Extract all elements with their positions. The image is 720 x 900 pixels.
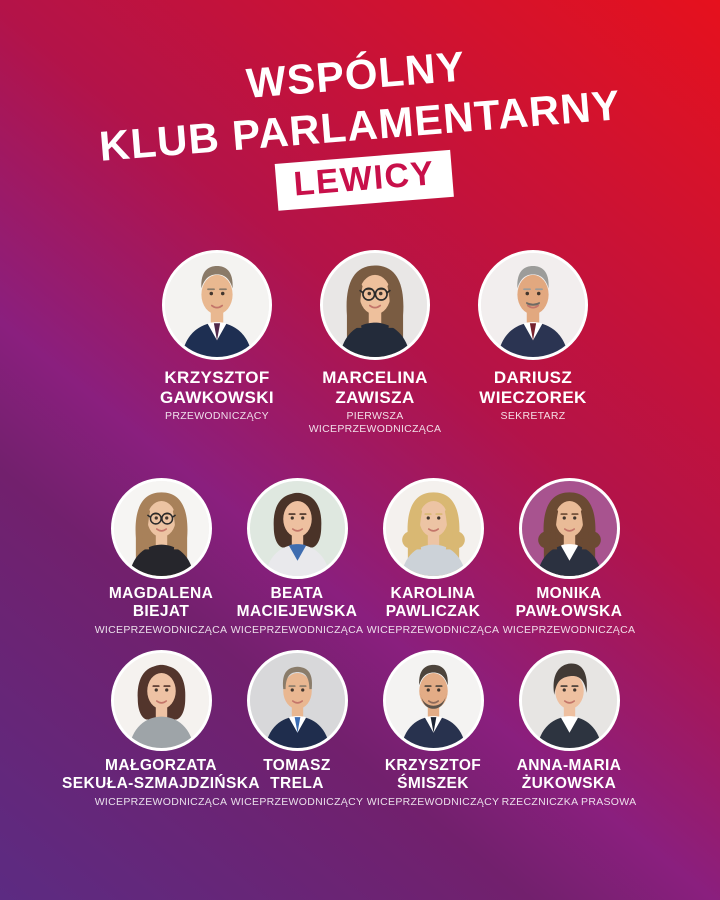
person-name: BEATA MACIEJEWSKA (236, 585, 358, 620)
person-photo (246, 478, 348, 579)
person-role: WICEPRZEWODNICZĄCY (230, 796, 364, 808)
title-block: WSPÓLNY KLUB PARLAMENTARNY LEWICY (0, 21, 720, 232)
person-card-trela: TOMASZ TRELA WICEPRZEWODNICZĄCY (229, 650, 365, 809)
person-name: MONIKA PAWŁOWSKA (515, 585, 623, 620)
person-role: WICEPRZEWODNICZĄCA (366, 624, 500, 636)
person-role: SEKRETARZ (500, 410, 566, 422)
person-photo (246, 650, 348, 751)
person-role: WICEPRZEWODNICZĄCA (502, 624, 636, 636)
person-name: KRZYSZTOF GAWKOWSKI (159, 368, 275, 407)
person-photo (382, 478, 484, 579)
person-name: TOMASZ TRELA (263, 757, 331, 792)
person-photo (478, 250, 588, 360)
person-card-pawlowska: MONIKA PAWŁOWSKA WICEPRZEWODNICZĄCA (501, 478, 637, 637)
person-role: WICEPRZEWODNICZĄCA (94, 624, 228, 636)
person-card-gawkowski: KRZYSZTOF GAWKOWSKI PRZEWODNICZĄCY (138, 250, 296, 436)
person-card-biejat: MAGDALENA BIEJAT WICEPRZEWODNICZĄCA (93, 478, 229, 637)
person-name: ANNA-MARIA ŻUKOWSKA (516, 757, 622, 792)
leadership-row-1: KRZYSZTOF GAWKOWSKI PRZEWODNICZĄCY MARCE… (138, 250, 612, 436)
person-card-zawisza: MARCELINA ZAWISZA PIERWSZA WICEPRZEWODNI… (296, 250, 454, 436)
person-card-pawliczak: KAROLINA PAWLICZAK WICEPRZEWODNICZĄCA (365, 478, 501, 637)
person-name: KAROLINA PAWLICZAK (385, 585, 481, 620)
person-role: WICEPRZEWODNICZĄCA (94, 796, 228, 808)
person-photo (382, 650, 484, 751)
person-photo (320, 250, 430, 360)
person-role: RZECZNICZKA PRASOWA (501, 796, 637, 808)
person-card-sekula-szmajdzinska: MAŁGORZATA SEKUŁA-SZMAJDZIŃSKA WICEPRZEW… (62, 650, 260, 809)
person-name: KRZYSZTOF ŚMISZEK (384, 757, 482, 792)
person-role: PRZEWODNICZĄCY (165, 410, 269, 422)
person-photo (110, 478, 212, 579)
person-name: MAŁGORZATA SEKUŁA-SZMAJDZIŃSKA (62, 757, 260, 792)
leadership-row-3: MAŁGORZATA SEKUŁA-SZMAJDZIŃSKA WICEPRZEW… (62, 650, 637, 809)
person-card-maciejewska: BEATA MACIEJEWSKA WICEPRZEWODNICZĄCA (229, 478, 365, 637)
leadership-row-2: MAGDALENA BIEJAT WICEPRZEWODNICZĄCA BEAT… (93, 478, 637, 637)
lewicy-badge: LEWICY (275, 149, 454, 211)
person-photo (518, 478, 620, 579)
person-card-zukowska: ANNA-MARIA ŻUKOWSKA RZECZNICZKA PRASOWA (501, 650, 637, 809)
person-name: MAGDALENA BIEJAT (108, 585, 214, 620)
person-card-wieczorek: DARIUSZ WIECZOREK SEKRETARZ (454, 250, 612, 436)
person-role: PIERWSZA WICEPRZEWODNICZĄCA (308, 410, 442, 435)
person-role: WICEPRZEWODNICZĄCA (230, 624, 364, 636)
person-role: WICEPRZEWODNICZĄCY (366, 796, 500, 808)
person-photo (162, 250, 272, 360)
person-photo (110, 650, 212, 751)
person-name: MARCELINA ZAWISZA (322, 368, 428, 407)
person-card-smiszek: KRZYSZTOF ŚMISZEK WICEPRZEWODNICZĄCY (365, 650, 501, 809)
person-name: DARIUSZ WIECZOREK (479, 368, 587, 407)
person-photo (518, 650, 620, 751)
